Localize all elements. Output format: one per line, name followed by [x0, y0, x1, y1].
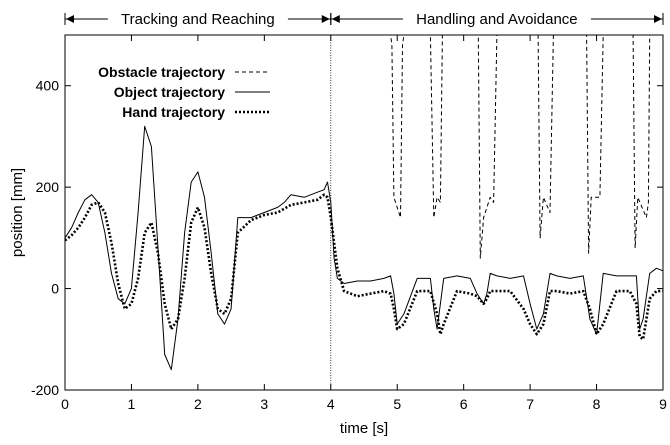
legend-label: Obstacle trajectory — [98, 64, 225, 80]
y-tick-label: -200 — [31, 382, 59, 398]
x-tick-label: 0 — [61, 396, 69, 412]
phase-arrow-head-right — [654, 15, 662, 23]
phase-arrow-head-right — [322, 15, 330, 23]
x-tick-label: 9 — [659, 396, 667, 412]
series-line-object-trajectory — [65, 126, 663, 369]
x-tick-label: 2 — [194, 396, 202, 412]
phase-arrow-head-left — [66, 15, 74, 23]
phase-arrow-head-left — [332, 15, 340, 23]
x-tick-label: 6 — [460, 396, 468, 412]
y-tick-label: 400 — [36, 78, 60, 94]
phase-annotation: Tracking and Reaching — [65, 9, 331, 28]
y-tick-label: 200 — [36, 179, 60, 195]
legend-label: Hand trajectory — [122, 104, 225, 120]
legend: Obstacle trajectory Object trajectory Hand… — [98, 64, 270, 120]
x-tick-label: 1 — [128, 396, 136, 412]
y-axis-label: position [mm] — [9, 168, 26, 257]
series-line-obstacle-trajectory — [331, 35, 663, 258]
legend-label: Object trajectory — [114, 84, 225, 100]
phase-label: Tracking and Reaching — [121, 11, 275, 28]
phase-annotations: Tracking and Reaching Handling and Avoida… — [65, 9, 663, 28]
x-axis-label: time [s] — [340, 420, 388, 437]
x-tick-label: 8 — [593, 396, 601, 412]
series-line-hand-trajectory — [65, 195, 663, 340]
x-tick-label: 3 — [260, 396, 268, 412]
x-tick-label: 4 — [327, 396, 335, 412]
x-tick-label: 5 — [393, 396, 401, 412]
phase-annotation: Handling and Avoidance — [331, 9, 663, 28]
y-tick-label: 0 — [51, 281, 59, 297]
x-tick-label: 7 — [526, 396, 534, 412]
phase-label: Handling and Avoidance — [416, 11, 578, 28]
